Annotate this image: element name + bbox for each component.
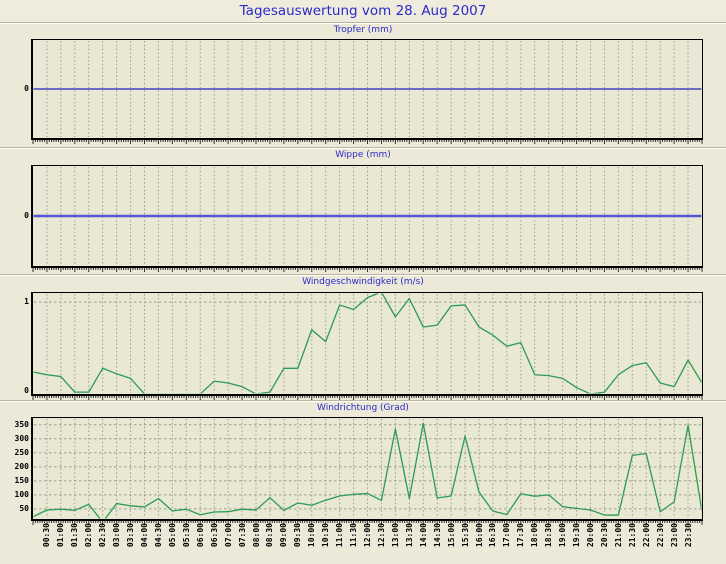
separator-panel-1 — [0, 147, 726, 149]
x-tick-label: 18:00 — [530, 523, 540, 548]
x-tick-label: 17:30 — [516, 523, 526, 548]
x-tick-label: 14:30 — [432, 523, 442, 548]
page-title: Tagesauswertung vom 28. Aug 2007 — [239, 3, 487, 19]
x-tick-label: 17:00 — [502, 523, 512, 548]
x-tick-label: 21:30 — [627, 523, 637, 548]
data-line-3 — [33, 293, 702, 394]
x-tick-label: 07:30 — [237, 523, 247, 548]
x-tick-label: 01:30 — [70, 523, 80, 548]
x-tick-label: 10:30 — [321, 523, 331, 548]
x-tick-label: 01:00 — [56, 523, 66, 548]
panel-title-windgeschwindigkeit: Windgeschwindigkeit (m/s) — [302, 277, 424, 287]
panel-title-tropfer: Tropfer (mm) — [333, 25, 393, 35]
y-tick-label: 1 — [24, 297, 29, 307]
x-tick-label: 22:00 — [641, 523, 651, 548]
x-tick-label: 09:30 — [293, 523, 303, 548]
plot-canvas-3 — [31, 292, 703, 400]
x-tick-label: 10:00 — [307, 523, 317, 548]
x-tick-label: 20:00 — [586, 523, 595, 548]
y-tick-label: 0 — [24, 211, 29, 220]
x-tick-label: 00:30 — [42, 523, 52, 548]
x-tick-label: 16:00 — [474, 523, 484, 548]
panel-title-windrichtung: Windrichtung (Grad) — [317, 403, 409, 413]
title-bar — [0, 0, 726, 22]
y-tick-label: 0 — [24, 84, 29, 93]
x-tick-label: 23:00 — [669, 523, 679, 548]
x-tick-label: 11:30 — [349, 523, 359, 548]
x-tick-label: 15:30 — [460, 523, 470, 548]
x-tick-label: 04:30 — [153, 523, 163, 548]
plot-canvas-1 — [31, 39, 703, 144]
x-tick-label: 06:30 — [209, 523, 219, 548]
separator-panel-2 — [0, 274, 726, 276]
separator-panel-3 — [0, 400, 726, 402]
x-tick-label: 23:30 — [683, 523, 693, 548]
plot-canvas-2 — [31, 165, 703, 272]
x-tick-label: 15:00 — [446, 523, 456, 548]
x-tick-label: 09:00 — [279, 523, 289, 548]
y-tick-label: 0 — [24, 386, 29, 395]
y-tick-label: 350 — [14, 419, 29, 429]
x-tick-label: 21:00 — [613, 523, 623, 548]
x-tick-label: 05:00 — [167, 523, 177, 548]
plot-canvas-4 — [31, 417, 703, 525]
x-tick-label: 07:00 — [223, 523, 233, 548]
x-tick-label: 04:00 — [140, 523, 149, 548]
x-tick-label: 13:30 — [404, 523, 414, 548]
panel-title-wippe: Wippe (mm) — [335, 150, 391, 160]
x-tick-label: 22:30 — [655, 523, 665, 548]
x-tick-label: 03:00 — [112, 523, 122, 548]
x-tick-label: 08:00 — [251, 523, 261, 548]
x-tick-label: 11:00 — [335, 523, 345, 548]
y-tick-label: 100 — [14, 489, 29, 499]
separator-title — [0, 22, 726, 24]
x-tick-label: 02:30 — [98, 523, 108, 548]
x-tick-label: 08:30 — [265, 523, 275, 548]
x-tick-label: 12:30 — [376, 523, 386, 548]
y-tick-label: 200 — [14, 461, 29, 471]
x-tick-label: 19:30 — [572, 523, 582, 548]
x-tick-label: 05:30 — [181, 523, 191, 548]
x-tick-label: 14:00 — [418, 523, 428, 548]
x-tick-label: 02:00 — [84, 523, 94, 548]
data-line-4 — [33, 422, 702, 519]
y-tick-label: 150 — [14, 475, 29, 485]
x-tick-label: 19:00 — [558, 523, 568, 548]
x-tick-label: 13:00 — [390, 523, 400, 548]
y-tick-label: 300 — [14, 433, 29, 443]
x-tick-label: 03:30 — [126, 523, 136, 548]
y-tick-label: 50 — [19, 503, 29, 513]
y-tick-label: 250 — [14, 447, 29, 457]
x-tick-label: 12:00 — [363, 523, 372, 548]
x-tick-label: 18:30 — [544, 523, 554, 548]
x-tick-label: 06:00 — [195, 523, 205, 548]
x-tick-label: 20:30 — [599, 523, 609, 548]
x-tick-label: 16:30 — [488, 523, 498, 548]
